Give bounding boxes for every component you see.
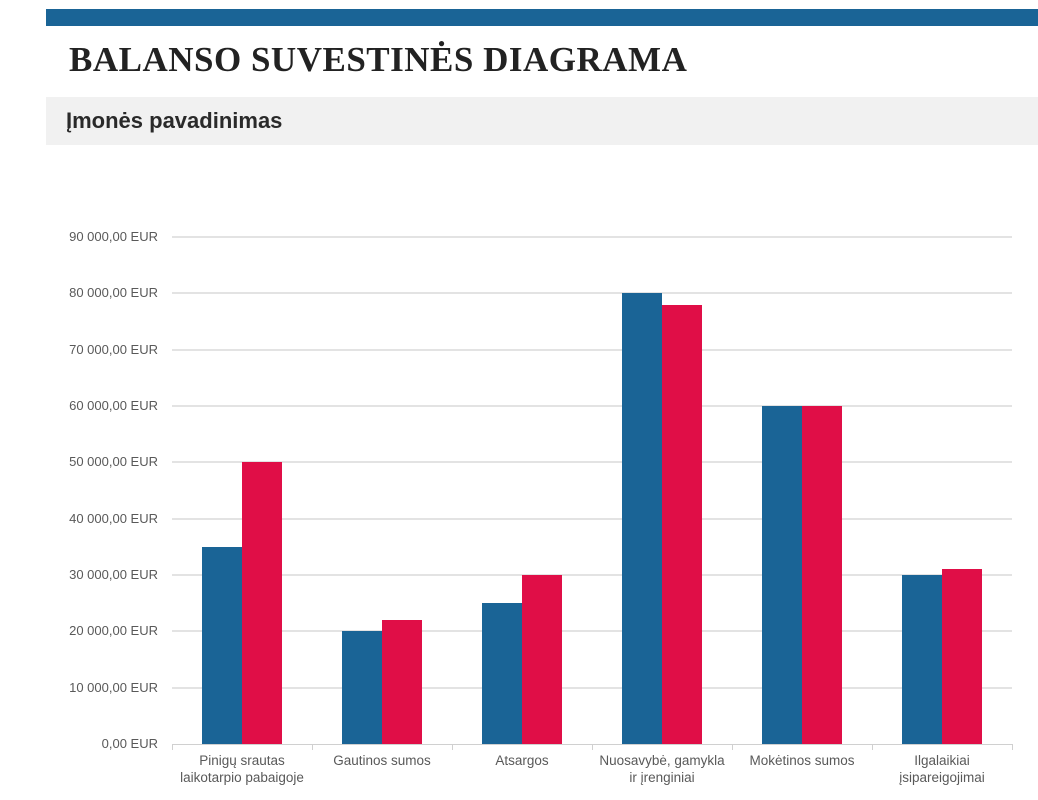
category-label-line: Ilgalaikiai [914, 753, 970, 768]
category-label-line: Nuosavybė, gamykla [599, 753, 725, 768]
x-axis-tick [172, 744, 173, 750]
y-axis-tick-label: 90 000,00 EUR [69, 229, 158, 244]
bar-series-1[interactable] [762, 406, 802, 744]
category-label-line: Mokėtinos sumos [749, 753, 855, 768]
category-label-line: Atsargos [495, 753, 549, 768]
x-axis-tick [872, 744, 873, 750]
y-axis-tick-label: 80 000,00 EUR [69, 285, 158, 301]
header-accent-bar [46, 9, 1038, 26]
company-name: Įmonės pavadinimas [66, 108, 283, 133]
category-label-line: laikotarpio pabaigoje [180, 770, 304, 785]
x-axis-category-label: Mokėtinos sumos [732, 752, 872, 769]
x-axis-tick [312, 744, 313, 750]
x-axis-category-label: Pinigų srautas laikotarpio pabaigoje [172, 752, 312, 786]
x-axis-category-label: Ilgalaikiai įsipareigojimai [872, 752, 1012, 786]
y-axis-tick-label: 40 000,00 EUR [69, 510, 158, 526]
gridline [172, 405, 1012, 407]
y-axis-tick-label: 50 000,00 EUR [69, 454, 158, 470]
x-axis-category-label: Atsargos [452, 752, 592, 769]
x-axis-category-label: Nuosavybė, gamykla ir įrenginiai [592, 752, 732, 786]
y-axis-tick-label: 70 000,00 EUR [69, 341, 158, 357]
page-title: BALANSO SUVESTINĖS DIAGRAMA [69, 40, 688, 79]
category-label-line: Gautinos sumos [333, 753, 431, 768]
bar-series-2[interactable] [242, 462, 282, 744]
bar-series-2[interactable] [662, 304, 702, 744]
x-axis-category-label: Gautinos sumos [312, 752, 452, 769]
bar-series-1[interactable] [902, 575, 942, 744]
y-axis-tick-label: 60 000,00 EUR [69, 398, 158, 413]
category-label-line: Pinigų srautas [199, 753, 285, 768]
company-name-band: Įmonės pavadinimas [46, 97, 1038, 145]
gridline [172, 630, 1012, 633]
category-label-line: įsipareigojimai [899, 770, 985, 785]
gridline [172, 461, 1012, 464]
bar-series-1[interactable] [342, 631, 382, 744]
gridline [172, 236, 1012, 238]
gridline [172, 574, 1012, 576]
bar-series-2[interactable] [382, 620, 422, 744]
y-axis-tick-label: 10 000,00 EUR [69, 679, 158, 695]
bar-series-2[interactable] [942, 569, 982, 744]
x-axis-tick [732, 744, 733, 750]
gridline [172, 292, 1012, 295]
category-label-line: ir įrenginiai [629, 770, 695, 785]
bar-series-1[interactable] [482, 603, 522, 744]
x-axis-tick [592, 744, 593, 750]
y-axis-tick-label: 0,00 EUR [101, 736, 158, 751]
x-axis-tick [452, 744, 453, 750]
y-axis-tick-label: 30 000,00 EUR [69, 567, 158, 582]
gridline [172, 517, 1012, 520]
y-axis-tick-label: 20 000,00 EUR [69, 623, 158, 639]
gridline [172, 348, 1012, 351]
bar-series-1[interactable] [202, 546, 242, 744]
bar-series-2[interactable] [522, 575, 562, 744]
bar-series-1[interactable] [622, 293, 662, 744]
bar-series-2[interactable] [802, 406, 842, 744]
x-axis-tick [1012, 744, 1013, 750]
gridline [172, 686, 1012, 689]
